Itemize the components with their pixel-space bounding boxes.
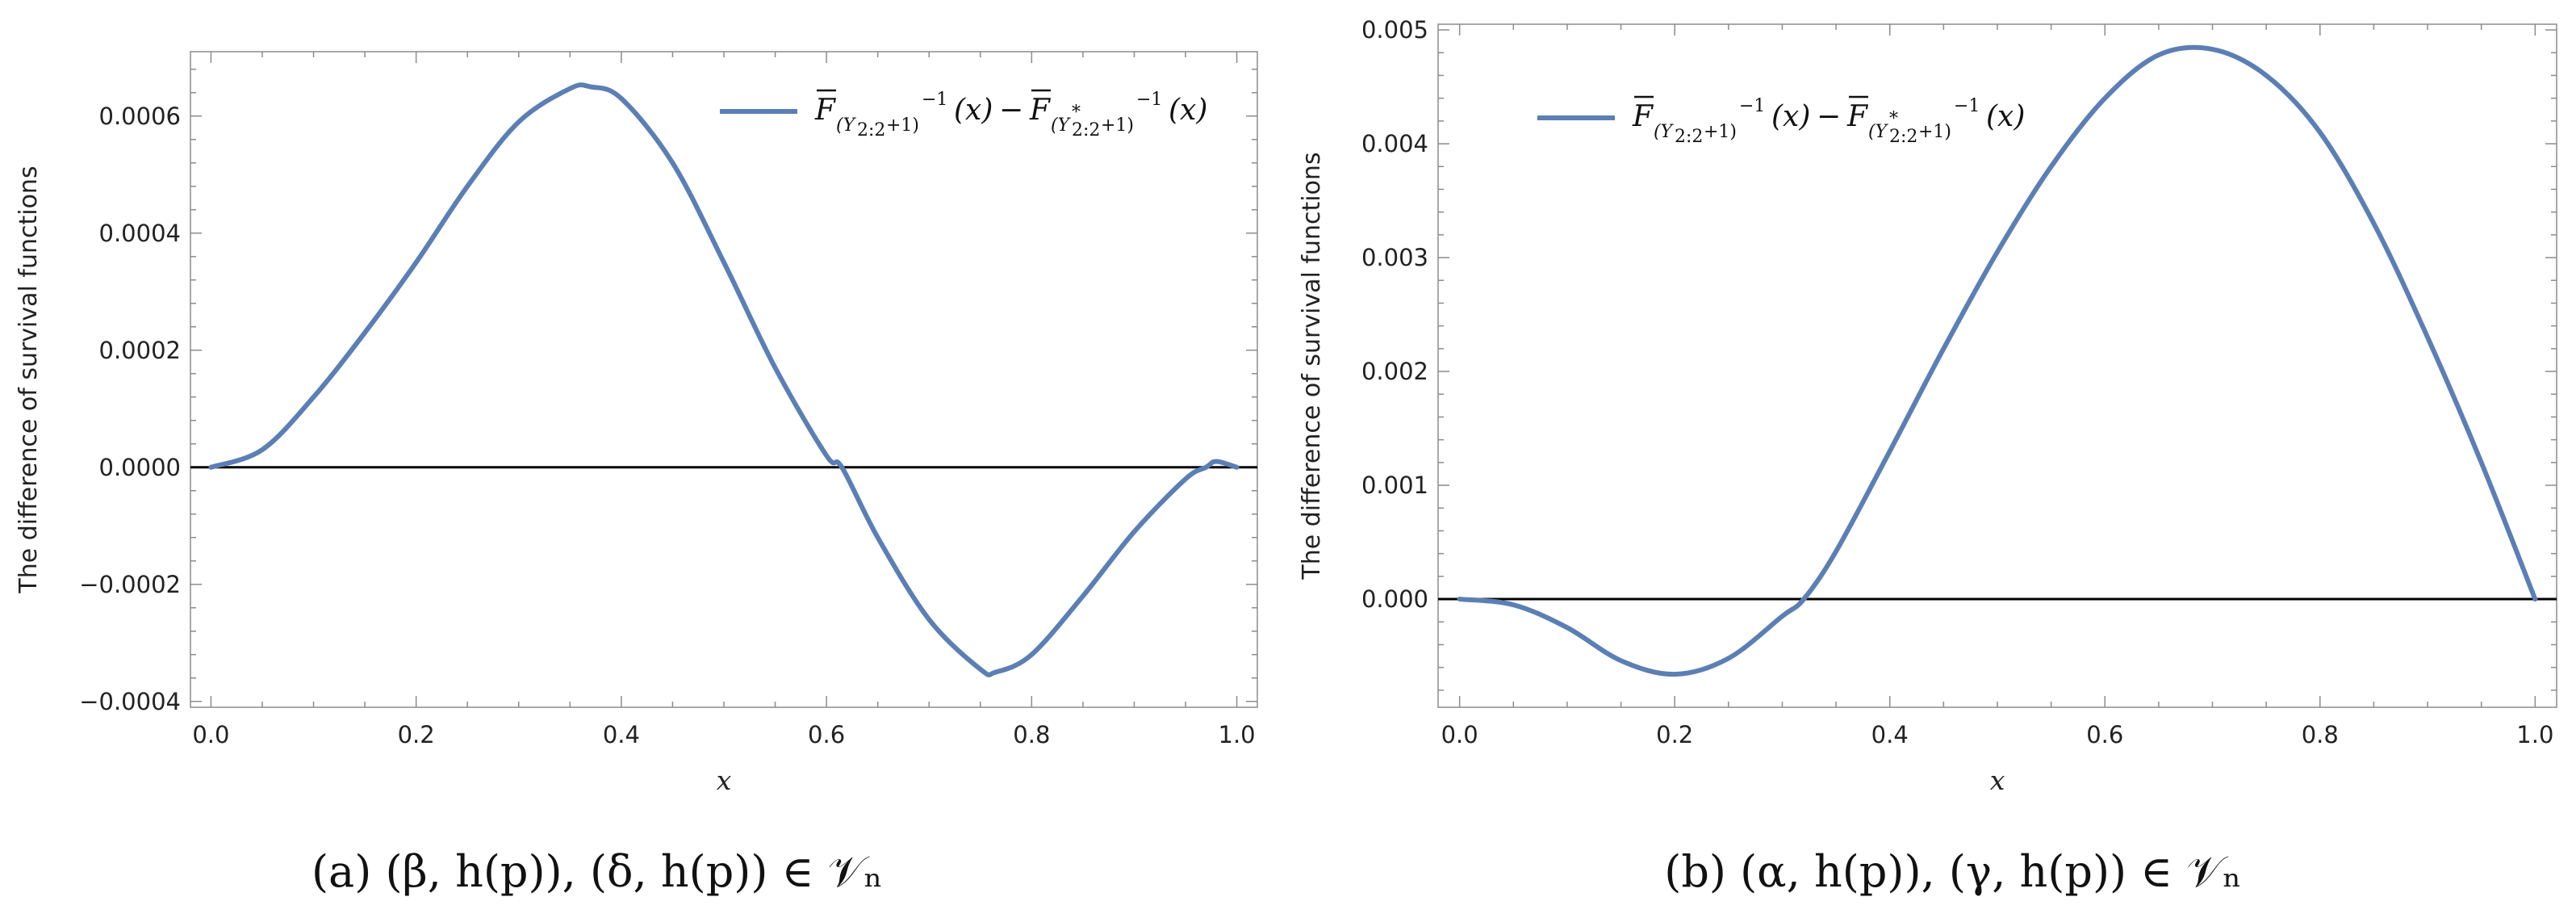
series-line (1457, 44, 2538, 677)
legend-lhs-sup: −1 (1739, 96, 1765, 116)
x-axis-title: x (1990, 765, 2005, 796)
legend-lhs-sub: (Y (836, 115, 857, 136)
legend-lhs-sup: −1 (922, 90, 947, 110)
legend-rhs-arg: (x) (1169, 94, 1207, 127)
x-tick-label: 0.2 (398, 721, 435, 748)
x-tick-label: 0.6 (808, 721, 845, 748)
legend: F (Y 2:2 +1)−1 (x) − F (Y*2:2 +1)−1 (x) (1537, 95, 2025, 147)
x-tick-label: 0.6 (2086, 721, 2123, 748)
y-axis-title: The difference of survival functions (1298, 152, 1326, 580)
legend-rhs-sup: −1 (1954, 96, 1980, 116)
caption: (b) (α, h(p)), (γ, h(p)) ∈ 𝒱ₙ (1664, 846, 2241, 897)
x-tick-label: 0.2 (1656, 721, 1693, 748)
legend-minus: − (1817, 100, 1841, 133)
legend-rhs-sup: −1 (1136, 90, 1162, 110)
y-tick-label: 0.002 (1361, 358, 1428, 385)
y-tick-label: 0.003 (1361, 244, 1428, 271)
legend-rhs-sub3: +1) (1101, 115, 1134, 136)
legend-rhs-main: F (1029, 94, 1052, 127)
y-tick-label: −0.0004 (79, 688, 181, 715)
y-tick-label: 0.001 (1361, 472, 1428, 499)
y-tick-label: 0.0006 (99, 103, 181, 130)
x-tick-label: 0.0 (1441, 721, 1478, 748)
legend-minus: − (999, 94, 1023, 127)
y-tick-label: 0.004 (1361, 130, 1428, 157)
chart-panel-b: 0.0 0.2 0.4 0.6 0.8 1.0 0.000 0.001 0.002 0.003 0.… (1298, 16, 2557, 897)
legend-lhs-sub: (Y (1654, 122, 1675, 142)
y-tick-label: 0.0000 (99, 454, 181, 481)
legend-rhs-star: * (1889, 109, 1898, 129)
chart-panel-a: 0.0 0.2 0.4 0.6 0.8 1.0−0.0004−0.00020.00000.… (15, 51, 1258, 897)
legend-lhs-sub2: 2:2 (1675, 127, 1703, 147)
legend-rhs-star: * (1072, 103, 1081, 123)
legend-rhs-sub: (Y (1868, 122, 1889, 142)
legend-lhs-main: F (1632, 100, 1654, 133)
x-tick-label: 1.0 (2516, 721, 2553, 748)
legend-rhs-main: F (1846, 100, 1869, 133)
x-tick-label: 0.8 (1013, 721, 1050, 748)
y-tick-label: 0.0002 (99, 337, 181, 364)
y-tick-label: 0.005 (1361, 16, 1428, 44)
legend: F (Y 2:2 +1)−1 (x) − F (Y*2:2 +1)−1 (x) (720, 89, 1207, 140)
y-tick-label: 0.000 (1361, 585, 1428, 613)
y-tick-label: 0.0004 (99, 220, 181, 247)
legend-lhs-arg: (x) (954, 94, 993, 127)
x-tick-label: 0.4 (1871, 721, 1909, 748)
legend-lhs-sub3: +1) (1704, 122, 1737, 142)
x-tick-label: 0.0 (192, 721, 229, 748)
legend-rhs-sub2: 2:2 (1889, 127, 1917, 147)
y-axis-title: The difference of survival functions (15, 166, 43, 593)
legend-lhs-arg: (x) (1771, 100, 1810, 133)
legend-rhs-sub: (Y (1051, 115, 1072, 136)
series-line (208, 82, 1240, 677)
legend-lhs-main: F (814, 94, 837, 127)
caption: (a) (β, h(p)), (δ, h(p)) ∈ 𝒱ₙ (312, 846, 883, 897)
x-tick-label: 1.0 (1219, 721, 1256, 748)
legend-lhs-sub3: +1) (886, 115, 919, 136)
legend-lhs-sub2: 2:2 (857, 120, 885, 140)
x-axis-title: x (717, 765, 732, 796)
legend-rhs-sub3: +1) (1918, 122, 1951, 142)
plot-frame (190, 51, 1258, 708)
x-tick-label: 0.8 (2302, 721, 2339, 748)
legend-rhs-sub2: 2:2 (1072, 120, 1100, 140)
x-tick-label: 0.4 (603, 721, 640, 748)
y-tick-label: −0.0002 (79, 571, 181, 598)
legend-rhs-arg: (x) (1986, 100, 2025, 133)
